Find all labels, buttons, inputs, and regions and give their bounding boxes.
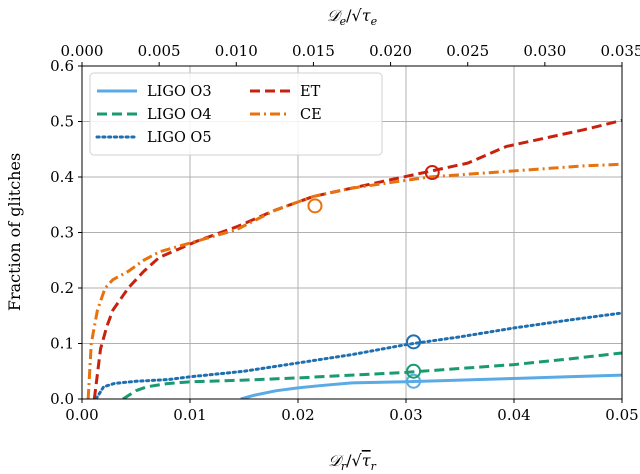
series-marker-ligo-o5 [406, 334, 422, 350]
x2-tick-label: 0.035 [601, 42, 640, 60]
x2-tick-label: 0.005 [138, 42, 181, 60]
x-axis-label-tau: τ [362, 451, 372, 470]
legend-box [89, 72, 383, 156]
series-group [86, 118, 622, 399]
x-tick-label: 0.00 [65, 406, 98, 424]
x2-axis-label-slash: /√ [346, 6, 362, 25]
legend: LIGO O3 LIGO O4 LIGO O5 ET CE [89, 72, 383, 156]
x2-tick-label: 0.010 [215, 42, 258, 60]
series-marker-et [424, 165, 440, 181]
x-tick-label: 0.03 [389, 406, 422, 424]
x2-tick-label: 0.000 [61, 42, 104, 60]
x2-tick-label: 0.030 [523, 42, 566, 60]
series-line-et [92, 118, 622, 399]
y-tick-label: 0.4 [50, 168, 74, 186]
x-tick-label: 0.05 [605, 406, 638, 424]
series-marker-ligo-o3 [406, 373, 422, 389]
x2-axis-label-sub: e [340, 15, 347, 28]
x-tick-label: 0.01 [173, 406, 206, 424]
series-line-ligo-o5 [94, 311, 622, 399]
x-axis-label: 𝒟r/√τr [328, 451, 377, 473]
legend-label-et: ET [300, 84, 321, 100]
series-line-ce [86, 162, 622, 399]
x-axis-label-sub: r [341, 460, 347, 473]
x-tick-label: 0.04 [497, 406, 530, 424]
x-axis-top: 0.000 0.005 0.010 0.015 0.020 0.025 0.030 0.035 [61, 42, 640, 66]
x2-axis-label-tau: τ [362, 6, 372, 25]
y-axis-label: Fraction of glitches [5, 153, 24, 311]
y-tick-label: 0.2 [50, 279, 74, 297]
legend-label-ligo-o4: LIGO O4 [147, 107, 212, 123]
y-tick-label: 0.5 [50, 113, 74, 131]
x2-axis-label: 𝒟e/√τe [327, 6, 378, 28]
legend-label-ce: CE [300, 107, 322, 123]
y-tick-label: 0.0 [50, 390, 74, 408]
series-marker-ligo-o4 [406, 363, 422, 379]
x2-tick-label: 0.020 [369, 42, 412, 60]
x2-axis-label-base: 𝒟 [327, 6, 343, 25]
y-tick-label: 0.3 [50, 224, 74, 242]
y-tick-label: 0.6 [50, 57, 74, 75]
legend-label-ligo-o3: LIGO O3 [147, 84, 212, 100]
marker-group [307, 165, 440, 389]
x-axis-bottom: 0.00 0.01 0.02 0.03 0.04 0.05 [65, 399, 639, 424]
x2-axis-label-tau-sub: e [371, 15, 378, 28]
y-tick-label: 0.1 [50, 335, 74, 353]
x-axis-label-tau-sub: r [371, 460, 377, 473]
x-axis-label-slash: /√ [346, 451, 362, 470]
series-line-ligo-o3 [240, 373, 622, 399]
series-marker-ce [307, 198, 323, 214]
x2-tick-label: 0.015 [292, 42, 335, 60]
x2-tick-label: 0.025 [446, 42, 489, 60]
x-axis-label-base: 𝒟 [328, 451, 344, 470]
y-axis: 0.0 0.1 0.2 0.3 0.4 0.5 0.6 [50, 57, 82, 408]
legend-label-ligo-o5: LIGO O5 [147, 130, 212, 146]
series-line-ligo-o4 [122, 351, 622, 399]
x-tick-label: 0.02 [281, 406, 314, 424]
